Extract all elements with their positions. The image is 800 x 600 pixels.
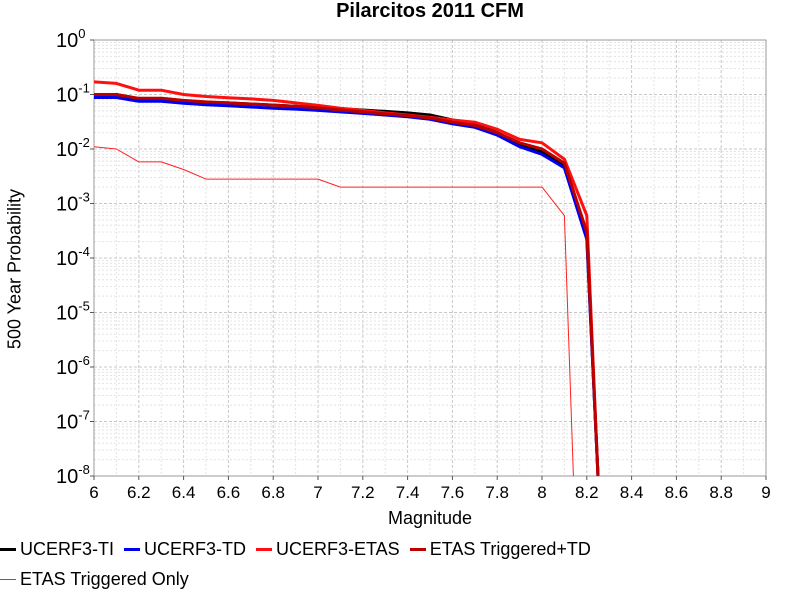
y-tick-label: 100 <box>56 26 85 52</box>
y-tick-label: 10-8 <box>56 462 90 488</box>
series-line-etas-triggered-td <box>94 93 600 477</box>
x-tick-label: 8.2 <box>575 483 599 502</box>
chart-title: Pilarcitos 2011 CFM <box>336 0 524 22</box>
x-tick-label: 6.4 <box>172 483 196 502</box>
y-tick-label: 10-2 <box>56 135 90 161</box>
x-tick-label: 6.6 <box>217 483 241 502</box>
legend-label: UCERF3-ETAS <box>276 538 400 559</box>
legend-swatch <box>256 547 272 551</box>
x-tick-label: 6 <box>89 483 98 502</box>
x-tick-label: 6.8 <box>261 483 285 502</box>
x-tick-label: 8.8 <box>709 483 733 502</box>
x-tick-label: 7.2 <box>351 483 375 502</box>
x-tick-label: 7 <box>313 483 322 502</box>
y-tick-label: 10-1 <box>56 81 90 107</box>
y-tick-label: 10-4 <box>56 244 90 270</box>
x-tick-label: 9 <box>761 483 770 502</box>
legend-item: UCERF3-TI <box>0 538 114 560</box>
y-tick-label: 10-5 <box>56 299 90 325</box>
legend-label: UCERF3-TD <box>144 538 246 559</box>
x-tick-label: 8 <box>537 483 546 502</box>
x-axis-label: Magnitude <box>387 508 473 528</box>
legend-swatch <box>124 547 140 551</box>
legend-swatch <box>0 578 16 580</box>
y-tick-label: 10-6 <box>56 353 90 379</box>
series-line-ucerf3-td <box>94 96 600 477</box>
legend-row: UCERF3-TI UCERF3-TD UCERF3-ETAS ETAS Trigge… <box>0 538 601 562</box>
x-tick-label: 6.2 <box>127 483 151 502</box>
legend-item: UCERF3-ETAS <box>256 538 400 560</box>
x-tick-label: 7.6 <box>441 483 465 502</box>
legend-label: ETAS Triggered Only <box>20 568 189 589</box>
series-line-etas-triggered-only <box>94 146 574 477</box>
legend-item: UCERF3-TD <box>124 538 246 560</box>
legend-label: ETAS Triggered+TD <box>429 538 591 559</box>
x-tick-label: 7.8 <box>485 483 509 502</box>
legend-item: ETAS Triggered Only <box>0 568 189 590</box>
legend-label: UCERF3-TI <box>20 538 114 559</box>
x-tick-label: 7.4 <box>396 483 420 502</box>
legend-item: ETAS Triggered+TD <box>409 538 591 560</box>
legend-row: ETAS Triggered Only <box>0 568 199 592</box>
x-tick-label: 8.4 <box>620 483 644 502</box>
y-tick-label: 10-3 <box>56 190 90 216</box>
y-tick-label: 10-7 <box>56 408 90 434</box>
series-line-ucerf3-etas <box>94 80 600 477</box>
legend-swatch <box>0 547 16 551</box>
legend-swatch <box>409 547 426 551</box>
x-tick-label: 8.6 <box>665 483 689 502</box>
